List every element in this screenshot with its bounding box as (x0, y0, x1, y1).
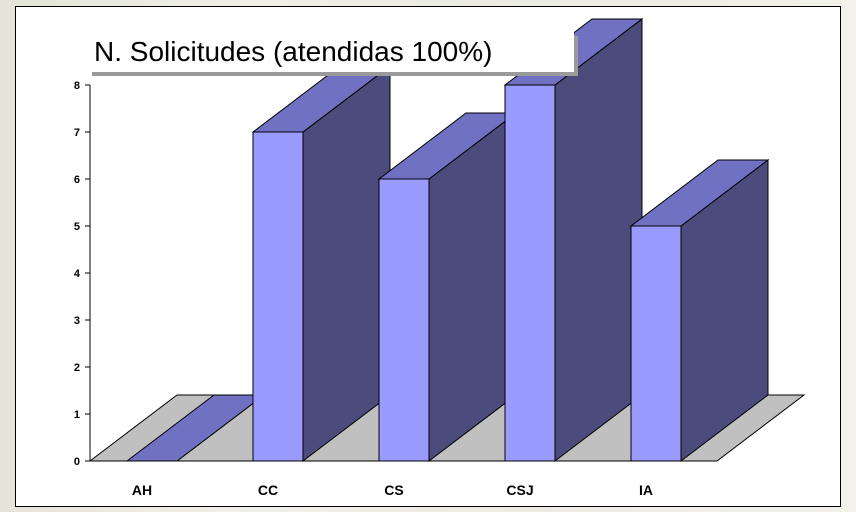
bar-side-face (554, 17, 643, 463)
bar-cs (377, 111, 518, 463)
bar-ia (629, 158, 770, 463)
bar-front-face (504, 84, 556, 462)
y-tick-label: 6 (74, 174, 80, 186)
y-tick-label: 0 (74, 456, 80, 468)
x-category-label: CS (384, 482, 403, 498)
bar-front-face (378, 178, 430, 462)
x-axis-labels: AH CC CS CSJ IA (132, 482, 653, 498)
y-tick-label: 1 (74, 409, 80, 421)
bar-cc (251, 64, 392, 463)
y-axis: 0 1 2 3 4 5 6 7 8 (74, 80, 91, 468)
bar-side-face (302, 64, 391, 463)
bar-csj (503, 17, 644, 463)
bar-front-face (252, 131, 304, 462)
x-category-label: IA (639, 482, 653, 498)
y-tick-label: 4 (74, 268, 81, 280)
chart-title: N. Solicitudes (atendidas 100%) (88, 32, 574, 72)
y-tick-label: 5 (74, 221, 80, 233)
bar-top-face (629, 159, 770, 227)
x-category-label: CSJ (506, 482, 533, 498)
y-tick-label: 7 (74, 127, 80, 139)
x-category-label: CC (258, 482, 278, 498)
chart-bars-layer (125, 17, 770, 463)
bar-front-face (630, 225, 682, 462)
x-category-label: AH (132, 482, 152, 498)
y-tick-label: 2 (74, 362, 80, 374)
y-tick-label: 3 (74, 315, 80, 327)
y-tick-label: 8 (74, 80, 80, 92)
